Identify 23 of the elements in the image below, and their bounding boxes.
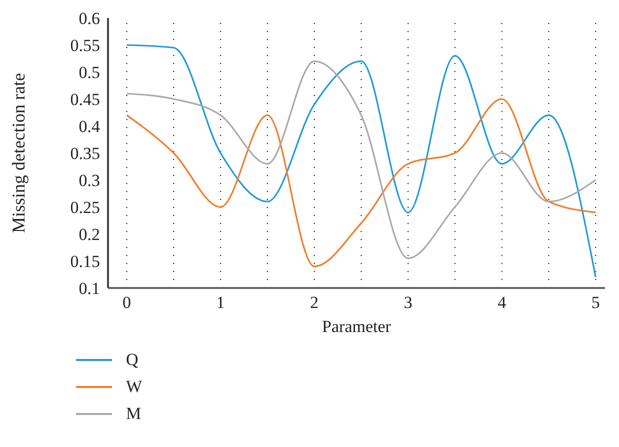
y-tick-label: 0.1 bbox=[78, 279, 100, 298]
y-tick-label: 0.45 bbox=[70, 90, 100, 110]
x-tick-label: 4 bbox=[498, 293, 507, 312]
y-tick-label: 0.35 bbox=[70, 144, 100, 164]
line-series bbox=[126, 98, 596, 268]
x-tick-label: 2 bbox=[310, 293, 319, 312]
y-tick-label: 0.2 bbox=[78, 225, 100, 244]
y-tick-label: 0.5 bbox=[78, 63, 100, 82]
legend-label: W bbox=[126, 376, 142, 398]
legend-label: Q bbox=[126, 349, 138, 371]
legend-label: M bbox=[126, 403, 142, 425]
x-axis-title: Parameter bbox=[322, 317, 392, 336]
y-tick-label: 0.25 bbox=[70, 198, 100, 218]
x-tick-label: 5 bbox=[591, 293, 600, 312]
y-tick-label: 0.15 bbox=[70, 252, 100, 272]
x-tick-label: 0 bbox=[122, 293, 132, 312]
y-tick-label: 0.3 bbox=[78, 171, 100, 190]
y-tick-label: 0.55 bbox=[70, 36, 100, 56]
y-tick-label: 0.4 bbox=[78, 117, 100, 136]
y-axis-title: Missing detection rate bbox=[8, 73, 28, 233]
x-tick-label: 3 bbox=[404, 293, 412, 312]
x-tick-label: 1 bbox=[216, 293, 225, 312]
y-tick-label: 0.6 bbox=[78, 9, 100, 28]
